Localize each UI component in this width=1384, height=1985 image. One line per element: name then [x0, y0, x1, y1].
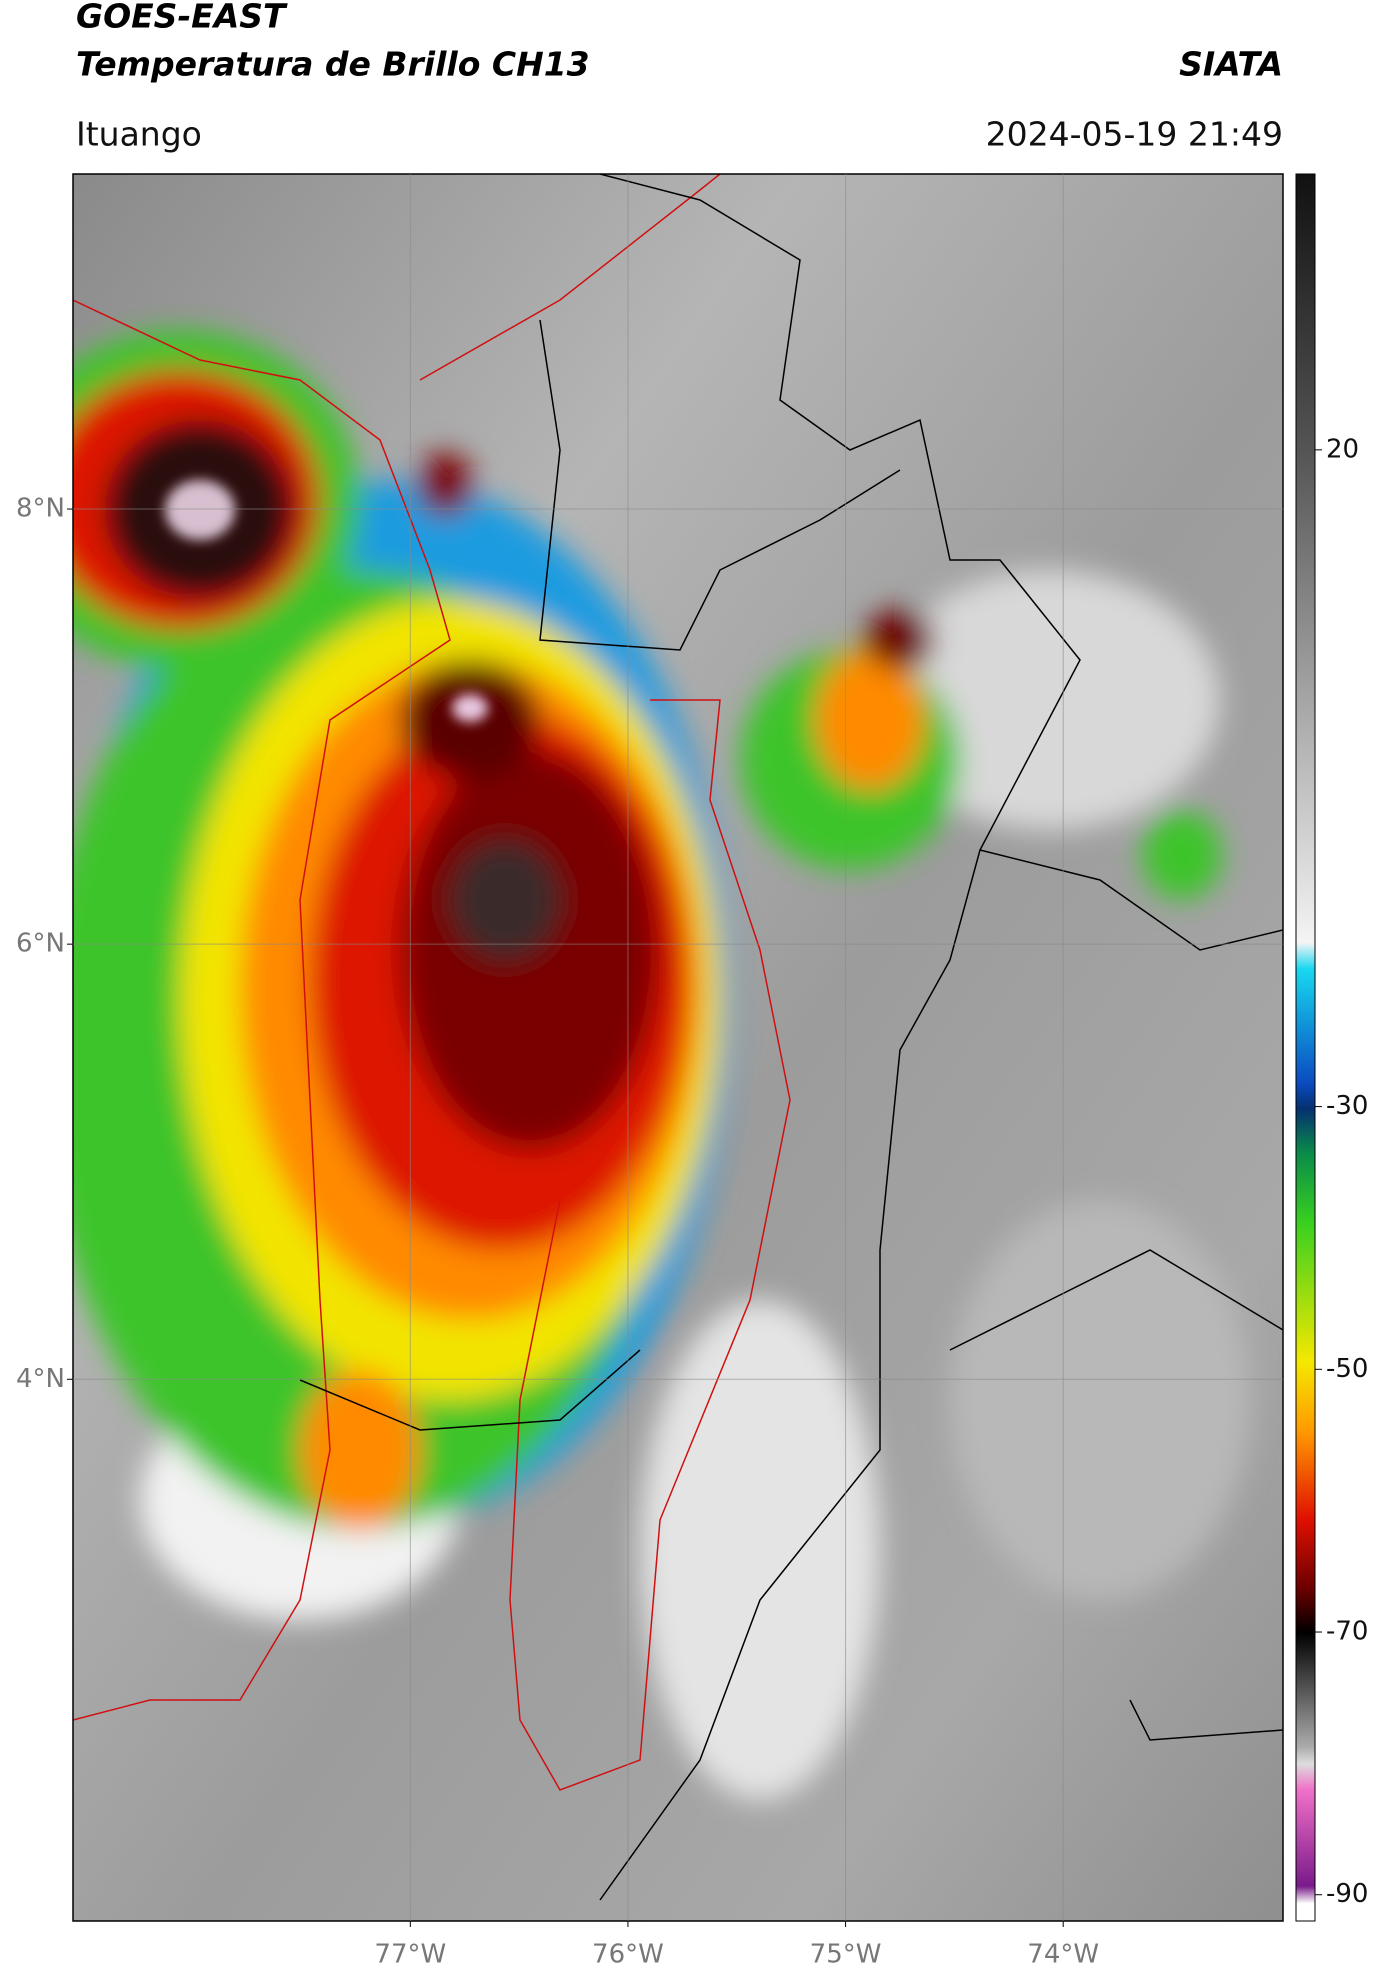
graticule	[73, 174, 1283, 1921]
agency: SIATA	[1179, 45, 1283, 84]
lon-tick-label: 77°W	[374, 1940, 446, 1970]
colorbar-tick-label: -50	[1326, 1354, 1368, 1384]
lat-tick-label: 4°N	[16, 1364, 65, 1394]
lon-tick-label: 76°W	[592, 1940, 664, 1970]
colorbar-tick-label: -70	[1326, 1617, 1368, 1647]
location: Ituango	[76, 115, 202, 154]
datetime: 2024-05-19 21:49	[986, 115, 1283, 154]
colorbar	[1295, 173, 1316, 1922]
satellite-image	[73, 174, 1283, 1921]
colorbar-tick-label: -90	[1326, 1879, 1368, 1909]
lon-tick-label: 75°W	[810, 1940, 882, 1970]
title-line1: GOES-EAST	[76, 0, 288, 36]
colorbar-tick-label: 20	[1326, 434, 1359, 464]
lat-tick-label: 6°N	[16, 929, 65, 959]
colorbar-tick-label: -30	[1326, 1091, 1368, 1121]
lat-tick-label: 8°N	[16, 494, 65, 524]
lon-tick-label: 74°W	[1027, 1940, 1099, 1970]
map-frame	[72, 173, 1284, 1922]
title-line2: Temperatura de Brillo CH13	[76, 45, 590, 84]
